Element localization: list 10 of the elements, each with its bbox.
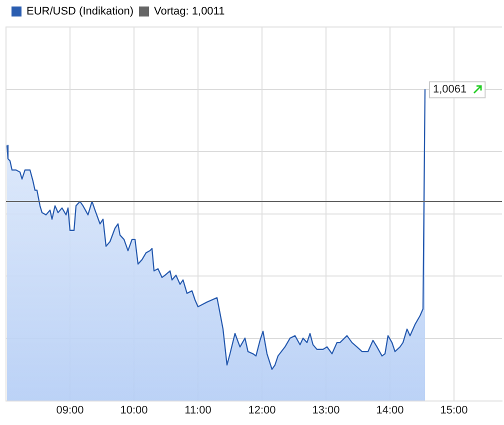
x-tick-label: 15:00 bbox=[440, 404, 468, 416]
x-tick-label: 10:00 bbox=[120, 404, 148, 416]
annotation: 1,0061 bbox=[433, 83, 467, 96]
x-tick-label: 14:00 bbox=[376, 404, 404, 416]
x-tick-label: 09:00 bbox=[56, 404, 84, 416]
x-tick-label: 12:00 bbox=[248, 404, 276, 416]
x-tick-label: 13:00 bbox=[312, 404, 340, 416]
x-tick-label: 11:00 bbox=[184, 404, 212, 416]
legend-label: EUR/USD (Indikation) bbox=[26, 6, 134, 18]
legend-label: Vortag: 1,0011 bbox=[154, 6, 225, 18]
